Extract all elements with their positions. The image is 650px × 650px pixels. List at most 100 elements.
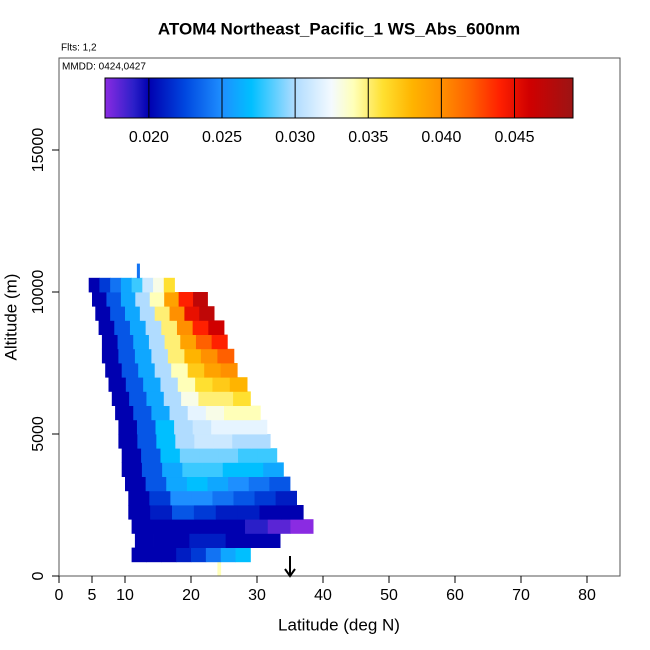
curtain-cell — [131, 519, 155, 534]
curtain-cell — [148, 334, 165, 350]
curtain-cell — [162, 462, 183, 478]
colorbar-tick-label: 0.045 — [494, 129, 534, 146]
curtain-cell — [98, 320, 115, 336]
curtain-cell — [235, 547, 251, 563]
curtain-cell — [146, 391, 165, 407]
curtain-cell — [95, 306, 111, 321]
curtain-cell — [177, 377, 196, 392]
curtain-cell — [229, 377, 248, 392]
curtain-cell — [92, 292, 107, 307]
curtain-cell — [178, 292, 194, 307]
curtain-cell — [193, 505, 217, 520]
curtain-cell — [166, 476, 188, 492]
colorbar-tick-label: 0.040 — [421, 129, 461, 146]
curtain-cell — [233, 490, 255, 506]
curtain-cell — [149, 292, 165, 307]
curtain-cell — [118, 434, 138, 449]
x-tick-label: 80 — [578, 587, 596, 604]
curtain-cell — [207, 476, 229, 492]
curtain-cell — [215, 391, 234, 407]
x-axis-label: Latitude (deg N) — [278, 615, 400, 634]
curtain-cell — [118, 419, 138, 435]
curtain-cell — [222, 462, 244, 478]
colorbar — [104, 77, 574, 119]
curtain-cell — [242, 405, 261, 421]
curtain-cell — [212, 377, 231, 392]
y-tick-label: 10000 — [30, 270, 47, 315]
curtain-cell — [222, 519, 246, 534]
curtain-cell — [199, 448, 220, 463]
curtain-cell — [111, 391, 130, 407]
curtain-cell — [174, 419, 194, 435]
curtain-cell — [257, 448, 278, 463]
curtain-cell — [169, 405, 189, 421]
curtain-cell — [200, 348, 218, 364]
y-tick-label: 15000 — [30, 128, 47, 173]
curtain-cell — [129, 320, 147, 336]
curtain-cell — [211, 419, 231, 435]
curtain-cell — [160, 448, 181, 463]
curtain-cell — [131, 547, 147, 563]
curtain-cell — [164, 334, 181, 350]
y-axis-label: Altitude (m) — [1, 274, 20, 361]
curtain-cell — [204, 363, 222, 378]
curtain-cell — [108, 377, 127, 392]
curtain-cell — [189, 533, 208, 549]
curtain-cell — [134, 533, 154, 549]
x-tick-label: 5 — [88, 587, 97, 604]
y-tick-label: 5000 — [30, 416, 47, 452]
curtain-cell — [194, 434, 214, 449]
curtain-cell — [225, 533, 245, 549]
curtain-cell — [215, 505, 239, 520]
curtain-cell — [155, 419, 175, 435]
curtain-cell — [248, 419, 268, 435]
curtain-cell — [121, 363, 139, 378]
curtain-cell — [259, 505, 282, 520]
curtain-cell — [281, 505, 304, 520]
curtain-cell — [184, 306, 200, 321]
curtain-cell — [172, 505, 195, 520]
curtain-cell — [191, 547, 207, 563]
curtain-cell — [118, 348, 136, 364]
curtain-cell — [106, 292, 122, 307]
curtain-cell — [198, 391, 217, 407]
curtain-cell — [254, 490, 276, 506]
curtain-cell — [187, 363, 205, 378]
x-tick-label: 30 — [248, 587, 266, 604]
curtain-cell — [129, 391, 147, 407]
curtain-cell — [134, 348, 152, 364]
curtain-cell — [114, 320, 131, 336]
curtain-cell — [128, 505, 151, 520]
curtain-cell — [153, 533, 172, 549]
curtain-cell — [110, 277, 122, 293]
curtain-cell — [175, 434, 195, 449]
colorbar-tick-label: 0.035 — [348, 129, 388, 146]
curtain-cell — [229, 419, 249, 435]
colorbar-tick-label: 0.030 — [275, 129, 315, 146]
curtain-cell — [191, 490, 213, 506]
curtain-cell — [141, 462, 163, 478]
chart-title: ATOM4 Northeast_Pacific_1 WS_Abs_600nm — [158, 19, 520, 38]
curtain-cell — [115, 405, 134, 421]
curtain-cell — [195, 334, 213, 350]
curtain-cell — [218, 448, 239, 463]
curtain-cell — [217, 348, 235, 364]
curtain-cell — [153, 277, 165, 293]
curtain-cell — [212, 490, 234, 506]
curtain-cell — [139, 306, 156, 321]
curtain-cell — [125, 476, 147, 492]
flights-label: Flts: 1,2 — [61, 43, 97, 54]
curtain-cell — [192, 419, 212, 435]
curtain-cell — [202, 462, 224, 478]
curtain-cell — [251, 434, 271, 449]
curtain-cell — [125, 377, 144, 392]
curtain-cell — [142, 277, 154, 293]
curtain-cell — [181, 391, 199, 407]
curtain-cell — [151, 348, 169, 364]
curtain-cell — [121, 462, 143, 478]
curtain-cell — [224, 405, 243, 421]
curtain-cell — [176, 547, 192, 563]
lat-marker — [284, 556, 296, 578]
curtain-cell — [149, 490, 171, 506]
